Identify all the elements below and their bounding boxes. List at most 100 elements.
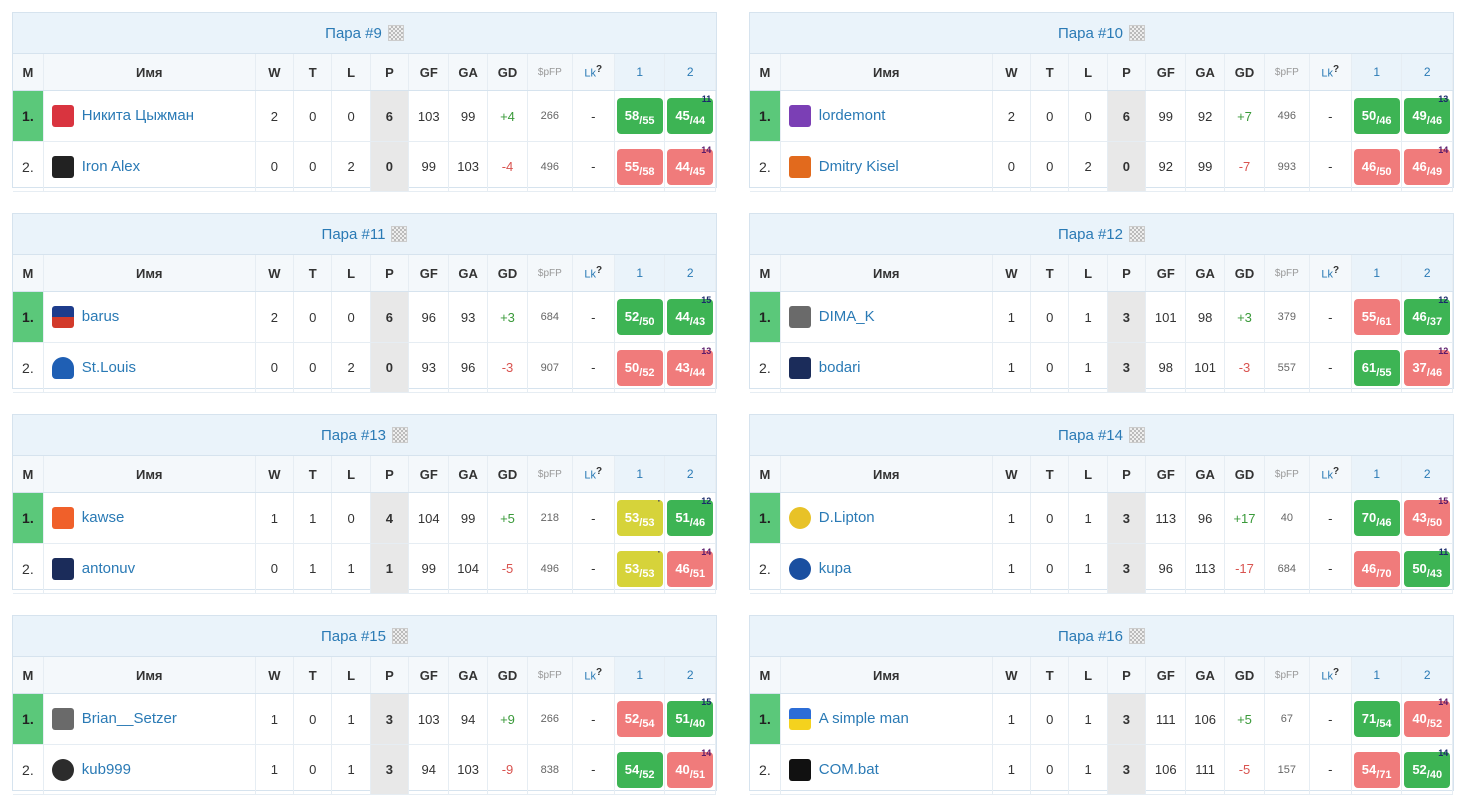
l-value: 0 <box>347 108 355 124</box>
gd-cell: -7 <box>1224 141 1266 192</box>
pair-title[interactable]: Пара #14 <box>750 415 1453 456</box>
p-value: 6 <box>385 309 394 325</box>
chessboard-icon[interactable] <box>392 427 408 443</box>
chessboard-icon[interactable] <box>391 226 408 242</box>
gf-value: 104 <box>417 510 440 526</box>
player-link[interactable]: A simple man <box>818 709 909 727</box>
table-row: 2. kub999 1 0 1 3 94 103 -9 838-54/52 40/51 14 <box>13 744 716 795</box>
pair-title[interactable]: Пара #10 <box>750 13 1453 54</box>
game-1-cell: 46/70 <box>1351 543 1403 594</box>
player-link[interactable]: kawse <box>81 508 125 526</box>
pair-title-text[interactable]: Пара #10 <box>1057 24 1123 42</box>
pair-title-text[interactable]: Пара #11 <box>321 225 386 243</box>
game-score[interactable]: 51/40 15 <box>667 697 714 737</box>
ga-value: 106 <box>1194 711 1216 727</box>
pair-title-text[interactable]: Пара #9 <box>325 24 382 42</box>
pair-title[interactable]: Пара #16 <box>750 616 1453 657</box>
game-score[interactable]: 52/50 <box>616 299 663 335</box>
game-score[interactable]: 49/46 13 <box>1404 94 1451 134</box>
game-score[interactable]: 70/46 <box>1353 500 1400 536</box>
game-score[interactable]: 55/58 <box>616 148 663 185</box>
chessboard-icon[interactable] <box>392 628 408 644</box>
game-score[interactable]: 46/70 <box>1353 550 1400 587</box>
chessboard-icon[interactable] <box>1129 226 1145 242</box>
chessboard-icon[interactable] <box>1129 427 1145 443</box>
gd-value: -5 <box>1238 762 1251 777</box>
game-score[interactable]: 37/46 12 <box>1404 346 1451 386</box>
header-label: $pFP <box>1274 669 1299 681</box>
player-link[interactable]: Dmitry Kisel <box>818 157 899 175</box>
pair-table: Пара #15 M Имя W T L P GF GA GD $pFP Lk? 1 2 1. Brian__… <box>12 615 717 795</box>
game-2-cell: 44/43 15 <box>664 291 716 343</box>
player-link[interactable]: Никита Цыжман <box>81 106 194 124</box>
pair-title[interactable]: Пара #15 <box>13 616 716 657</box>
game-score[interactable]: 54/71 <box>1353 751 1400 788</box>
game-score[interactable]: 46/51 14 <box>667 547 714 587</box>
game-score[interactable]: 46/37 12 <box>1404 295 1451 335</box>
game-score[interactable]: 53/53 · <box>616 496 663 536</box>
player-link[interactable]: Iron Alex <box>81 157 141 175</box>
game-score[interactable]: 40/51 14 <box>667 748 714 788</box>
help-icon[interactable]: ? <box>1333 64 1340 76</box>
chessboard-icon[interactable] <box>1129 628 1145 644</box>
player-link[interactable]: antonuv <box>81 559 136 577</box>
game-score[interactable]: 50/46 <box>1353 98 1400 134</box>
game-score[interactable]: 54/52 <box>616 751 663 788</box>
player-link[interactable]: COM.bat <box>818 760 879 778</box>
game-badge: 13 <box>701 345 712 356</box>
game-score[interactable]: 71/54 <box>1353 701 1400 737</box>
pair-title-text[interactable]: Пара #14 <box>1057 426 1123 444</box>
game-score[interactable]: 50/43 11 <box>1404 547 1451 587</box>
pair-title[interactable]: Пара #13 <box>13 415 716 456</box>
help-icon[interactable]: ? <box>596 667 603 679</box>
pair-table: Пара #16 M Имя W T L P GF GA GD $pFP Lk? 1 2 1. A simpl… <box>749 615 1454 795</box>
header-p: P <box>370 456 410 493</box>
pair-title-text[interactable]: Пара #12 <box>1057 225 1123 243</box>
player-link[interactable]: D.Lipton <box>818 508 875 526</box>
game-score[interactable]: 46/49 14 <box>1404 145 1451 185</box>
help-icon[interactable]: ? <box>596 64 603 76</box>
pair-title-text[interactable]: Пара #15 <box>320 627 386 645</box>
game-score[interactable]: 44/43 15 <box>667 295 714 335</box>
help-icon[interactable]: ? <box>1333 466 1340 478</box>
game-badge: 15 <box>701 697 712 707</box>
help-icon[interactable]: ? <box>1333 667 1340 679</box>
game-badge: 15 <box>1438 496 1449 506</box>
game-score[interactable]: 51/46 12 <box>667 496 714 536</box>
game-score[interactable]: 53/53 · <box>616 547 663 587</box>
game-score[interactable]: 55/61 <box>1353 299 1400 335</box>
player-link[interactable]: lordemont <box>818 106 886 124</box>
game-score[interactable]: 50/52 <box>616 349 663 386</box>
header-label: 2 <box>1423 668 1431 682</box>
player-link[interactable]: DIMA_K <box>818 307 875 325</box>
player-link[interactable]: bodari <box>818 358 861 376</box>
game-score[interactable]: 43/50 15 <box>1404 496 1451 536</box>
help-icon[interactable]: ? <box>1333 265 1340 277</box>
help-icon[interactable]: ? <box>596 466 603 478</box>
game-score[interactable]: 44/45 14 <box>667 145 714 185</box>
pair-title[interactable]: Пара #9 <box>13 13 716 54</box>
game-score[interactable]: 52/40 14 <box>1404 748 1451 788</box>
score-separator: / <box>689 517 693 529</box>
chessboard-icon[interactable] <box>1129 25 1145 41</box>
help-icon[interactable]: ? <box>596 265 603 277</box>
player-link[interactable]: St.Louis <box>81 358 136 376</box>
pair-title[interactable]: Пара #11 <box>13 214 716 255</box>
game-score[interactable]: 61/55 <box>1353 349 1400 386</box>
game-score[interactable]: 46/50 <box>1353 148 1400 185</box>
pair-title-text[interactable]: Пара #13 <box>320 426 386 444</box>
game-score[interactable]: 52/54 <box>616 701 663 737</box>
player-link[interactable]: kub999 <box>81 760 131 778</box>
player-link[interactable]: Brian__Setzer <box>81 709 177 727</box>
table-row: 1. lordemont 2 0 0 6 99 92 +7 496-50/46 49/46 13 <box>750 90 1453 142</box>
chessboard-icon[interactable] <box>387 25 404 41</box>
game-score[interactable]: 45/44 11 <box>667 94 714 134</box>
player-link[interactable]: barus <box>81 307 120 325</box>
pair-title-text[interactable]: Пара #16 <box>1057 627 1123 645</box>
game-score[interactable]: 43/44 13 <box>667 346 714 386</box>
game-score[interactable]: 58/55 <box>616 98 663 134</box>
pair-title[interactable]: Пара #12 <box>750 214 1453 255</box>
p-cell: 3 <box>1107 291 1147 343</box>
player-link[interactable]: kupa <box>818 559 852 577</box>
game-score[interactable]: 40/52 14 <box>1404 697 1451 737</box>
